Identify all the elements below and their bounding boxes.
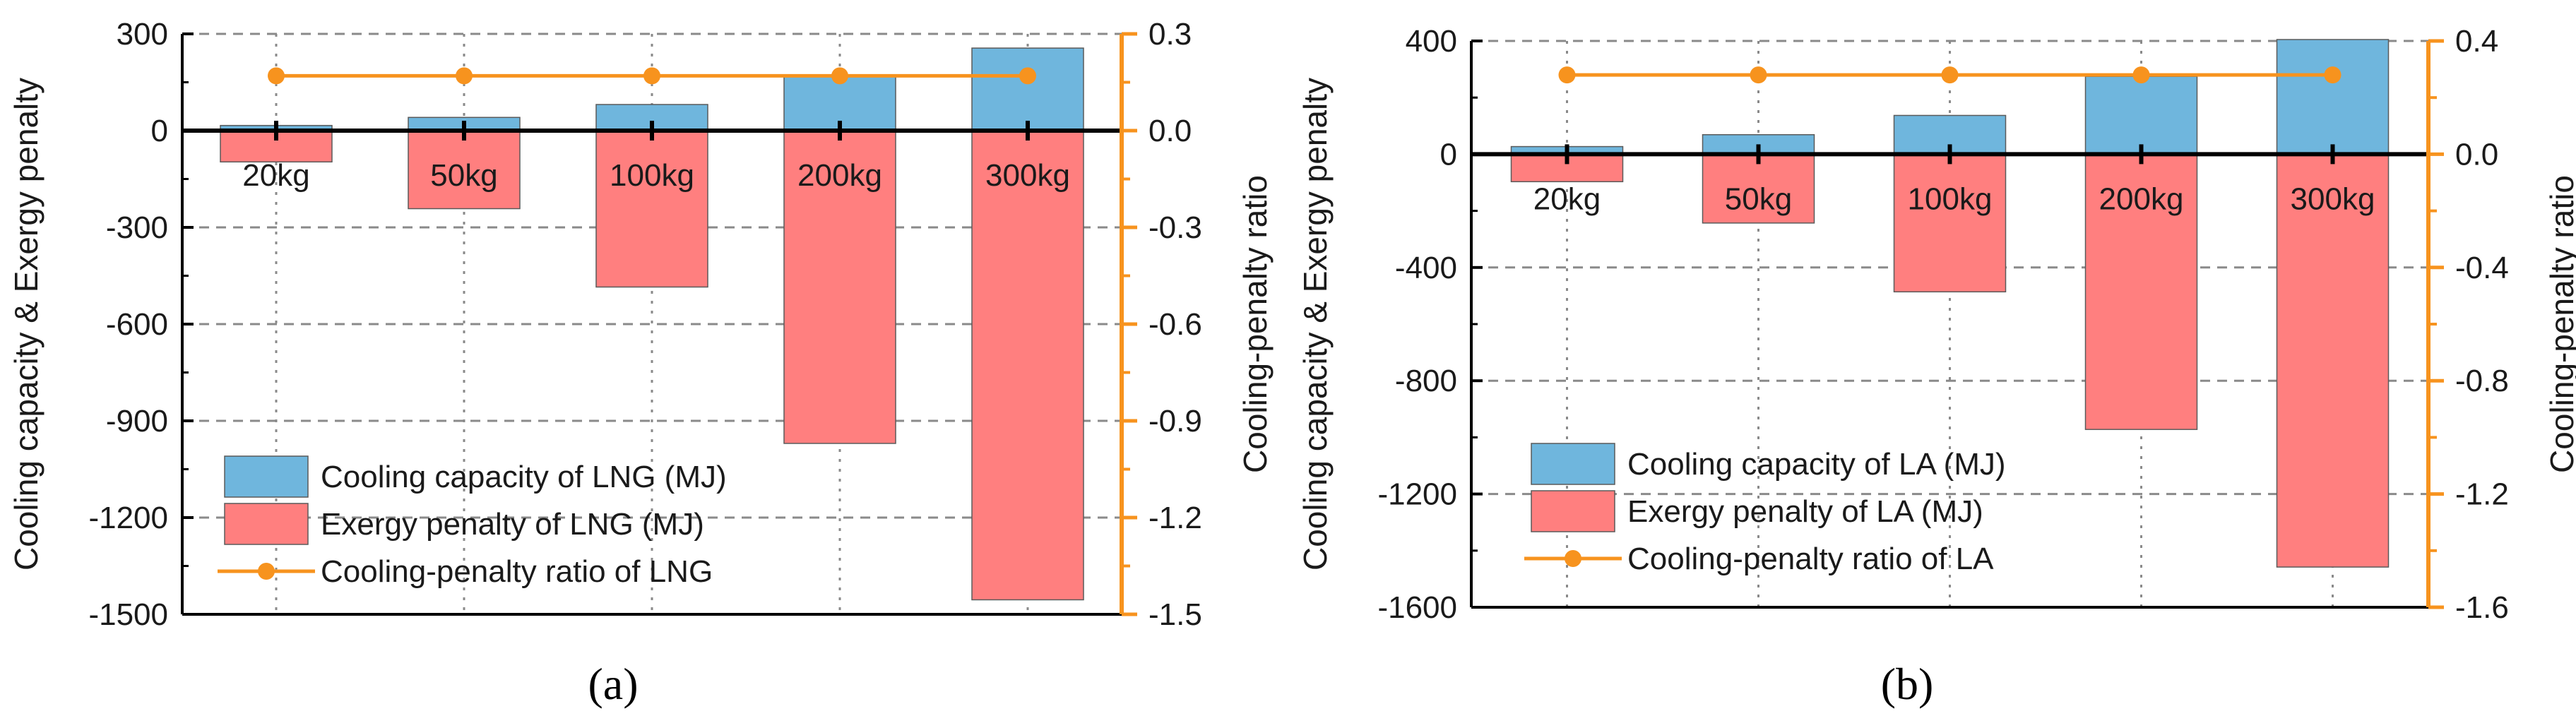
category-label: 20kg <box>1533 181 1601 216</box>
category-label: 50kg <box>1725 181 1792 216</box>
ratio-point <box>1941 66 1959 84</box>
capacity-bar <box>971 47 1084 131</box>
left-tick-label: 300 <box>117 17 168 52</box>
right-tick-label: 0.0 <box>2455 137 2498 172</box>
ratio-point <box>2324 66 2341 84</box>
right-tick-label: -1.6 <box>2455 590 2509 625</box>
left-tick-label: -800 <box>1395 364 1457 398</box>
legend-swatch-ratio-point <box>1565 550 1581 567</box>
legend-swatch-capacity <box>224 455 309 498</box>
legend-label-ratio: Cooling-penalty ratio of LNG <box>321 554 713 589</box>
left-tick-label: 400 <box>1406 24 1457 59</box>
ratio-point <box>1558 66 1576 84</box>
y-axis-title: Cooling capacity & Exergy penalty <box>8 78 44 571</box>
penalty-bar <box>2084 153 2198 430</box>
ratio-point <box>1019 67 1036 85</box>
right-tick-label: -0.4 <box>2455 251 2509 285</box>
y2-axis-title: Cooling-penalty ratio <box>2544 175 2576 473</box>
penalty-bar <box>220 130 333 163</box>
legend-label-ratio: Cooling-penalty ratio of LA <box>1627 542 1994 576</box>
right-tick-label: 0.4 <box>2455 24 2498 59</box>
capacity-bar <box>2084 76 2198 155</box>
legend: Cooling capacity of LNG (MJ) Exergy penal… <box>218 455 727 589</box>
legend-label-capacity: Cooling capacity of LA (MJ) <box>1627 447 2006 482</box>
ratio-point <box>643 67 660 85</box>
penalty-bar <box>1893 153 2007 293</box>
category-label: 50kg <box>430 158 497 193</box>
right-tick-label: -0.8 <box>2455 364 2509 398</box>
legend-swatch-capacity <box>1531 443 1615 485</box>
ratio-point <box>268 67 285 85</box>
penalty-bar <box>595 130 708 288</box>
penalty-bar <box>971 130 1084 601</box>
y2-axis-title: Cooling-penalty ratio <box>1237 175 1274 473</box>
penalty-bar <box>408 130 521 210</box>
legend-swatch-ratio-point <box>258 563 275 580</box>
category-label: 300kg <box>985 158 1070 193</box>
category-label: 200kg <box>2099 181 2184 216</box>
panel-label: (a) <box>588 659 638 709</box>
legend-swatch-penalty <box>224 503 309 545</box>
right-tick-label: -0.9 <box>1148 404 1202 438</box>
left-tick-label: -400 <box>1395 251 1457 285</box>
ratio-point <box>2132 66 2150 84</box>
panel-label: (b) <box>1881 659 1934 709</box>
legend-swatch-penalty <box>1531 490 1615 532</box>
left-tick-label: 0 <box>151 114 168 148</box>
penalty-bar <box>2276 153 2390 568</box>
category-label: 200kg <box>797 158 882 193</box>
category-label: 300kg <box>2291 181 2375 216</box>
right-tick-label: -0.3 <box>1148 210 1202 245</box>
left-tick-label: -900 <box>106 404 168 438</box>
ratio-point <box>831 67 848 85</box>
left-tick-label: -1600 <box>1377 590 1457 625</box>
legend-label-capacity: Cooling capacity of LNG (MJ) <box>321 460 727 494</box>
chart-panel-a: 20kg 50kg 100kg 200kg 300kg 300 0 -300 -600 -900 -… <box>8 17 1274 709</box>
ratio-point <box>1750 66 1767 84</box>
right-tick-label: -1.5 <box>1148 597 1202 632</box>
chart-panel-b: 20kg 50kg 100kg 200kg 300kg 400 0 -400 -800 -1200… <box>1297 24 2576 709</box>
ratio-point <box>456 67 473 85</box>
capacity-bar <box>2276 39 2390 155</box>
left-tick-label: -1200 <box>88 501 168 535</box>
right-tick-label: 0.0 <box>1148 114 1192 148</box>
category-label: 100kg <box>610 158 694 193</box>
right-tick-label: -1.2 <box>1148 501 1202 535</box>
penalty-bar <box>1702 153 1815 224</box>
category-label: 20kg <box>242 158 309 193</box>
legend-label-penalty: Exergy penalty of LA (MJ) <box>1627 494 1983 529</box>
legend-label-penalty: Exergy penalty of LNG (MJ) <box>321 507 704 542</box>
left-tick-label: -1200 <box>1377 477 1457 512</box>
left-tick-label: -600 <box>106 307 168 342</box>
left-tick-label: 0 <box>1440 137 1457 172</box>
left-tick-label: -300 <box>106 210 168 245</box>
category-label: 100kg <box>1908 181 1993 216</box>
right-tick-label: -0.6 <box>1148 307 1202 342</box>
left-tick-label: -1500 <box>88 597 168 632</box>
legend: Cooling capacity of LA (MJ) Exergy penalt… <box>1524 443 2006 576</box>
y-axis-title: Cooling capacity & Exergy penalty <box>1297 78 1334 571</box>
right-tick-label: 0.3 <box>1148 17 1192 52</box>
penalty-bar <box>783 130 896 444</box>
right-tick-label: -1.2 <box>2455 477 2509 512</box>
